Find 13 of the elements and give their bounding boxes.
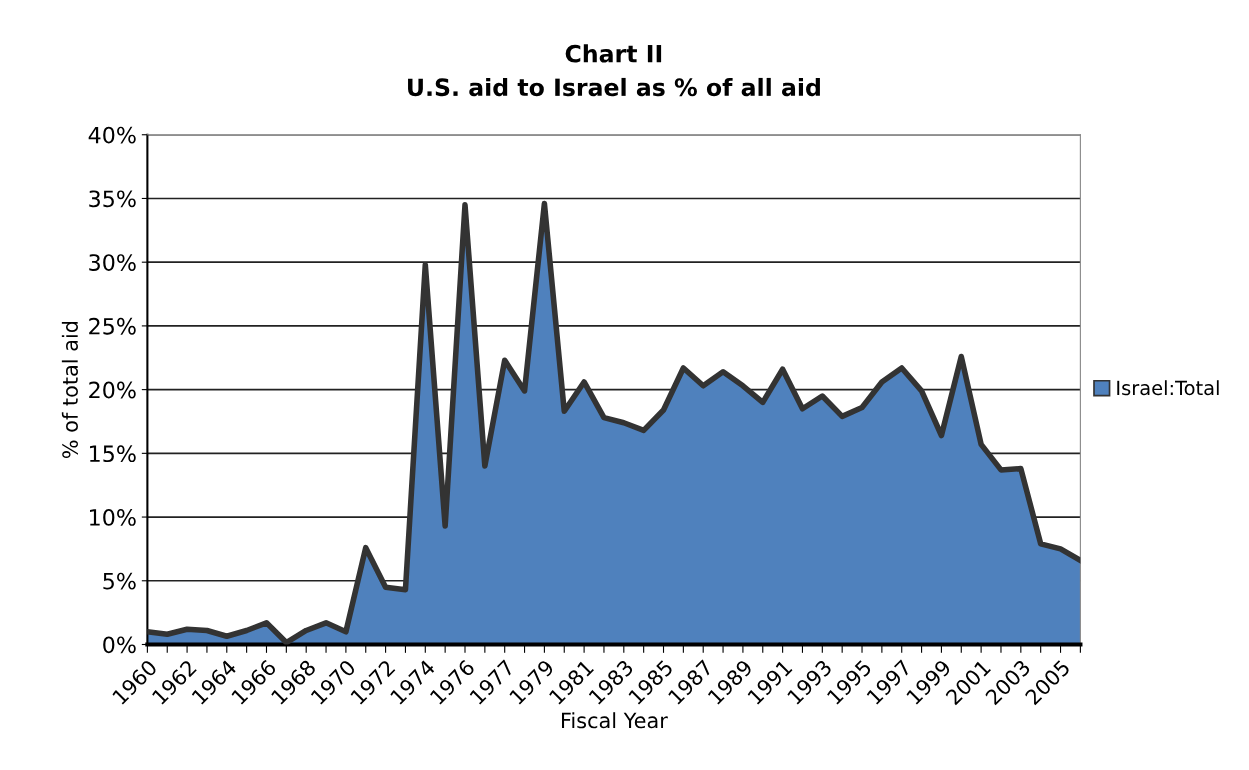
y-axis-title: % of total aid	[61, 321, 78, 459]
y-tick-label: 15%	[90, 445, 136, 463]
y-tick-label: 5%	[103, 572, 136, 590]
x-axis-title: Fiscal Year	[562, 712, 668, 729]
y-tick-label: 40%	[88, 126, 136, 144]
y-tick-label: 30%	[89, 254, 136, 271]
y-tick-label: 20%	[89, 381, 136, 399]
chart-title: Chart II U.S. aid to Israel as % of all aid	[408, 44, 820, 97]
y-tick-label: 10%	[90, 509, 136, 526]
y-tick-label: 0%	[103, 636, 136, 654]
y-tick-label: 35%	[89, 190, 136, 208]
legend-label: Israel:Total	[1117, 380, 1219, 396]
y-tick-label: 25%	[89, 317, 136, 335]
